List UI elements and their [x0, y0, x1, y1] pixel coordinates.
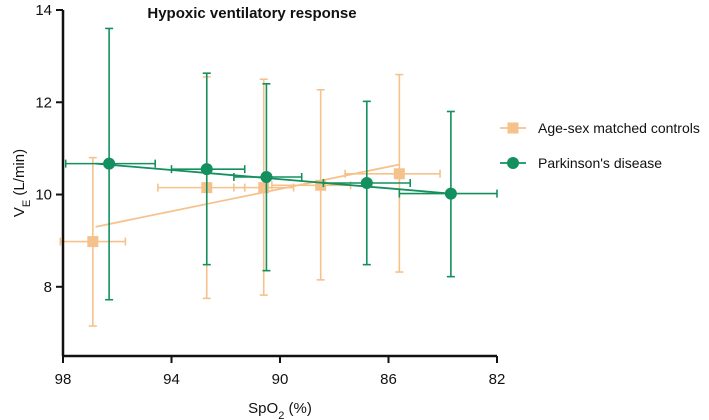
- series-controls: [59, 73, 441, 327]
- data-point: [393, 168, 405, 180]
- data-point: [360, 177, 373, 189]
- data-point: [315, 179, 327, 191]
- x-tick-label: 90: [272, 371, 289, 388]
- y-axis-title: VE (L/min): [11, 149, 33, 217]
- x-axis-title: SpO2 (%): [248, 400, 312, 420]
- data-point: [444, 187, 457, 200]
- x-tick-label: 94: [163, 371, 180, 388]
- legend: Age-sex matched controls Parkinson's dise…: [500, 120, 700, 171]
- series-parkinsons: [64, 27, 498, 301]
- data-point: [260, 171, 273, 184]
- x-ticks: 98 94 90 86 82: [55, 356, 506, 388]
- trend-line: [95, 163, 400, 228]
- y-tick-label: 10: [35, 187, 52, 204]
- legend-marker: [507, 122, 519, 134]
- legend-label: Parkinson's disease: [538, 155, 662, 171]
- y-tick-label: 14: [35, 2, 52, 19]
- x-tick-label: 98: [55, 371, 72, 388]
- data-point: [200, 163, 213, 176]
- x-tick-label: 86: [380, 371, 397, 388]
- data-point: [258, 182, 270, 194]
- data-point: [87, 236, 99, 248]
- legend-marker: [507, 157, 519, 169]
- data-point: [103, 157, 116, 170]
- series-layer: [59, 27, 498, 327]
- y-tick-label: 8: [44, 279, 52, 296]
- trend-line: [95, 162, 451, 195]
- y-tick-label: 12: [35, 94, 52, 111]
- chart-title: Hypoxic ventilatory response: [147, 5, 356, 22]
- y-ticks: 8 10 12 14: [35, 2, 63, 296]
- legend-label: Age-sex matched controls: [538, 120, 700, 136]
- x-tick-label: 82: [489, 371, 506, 388]
